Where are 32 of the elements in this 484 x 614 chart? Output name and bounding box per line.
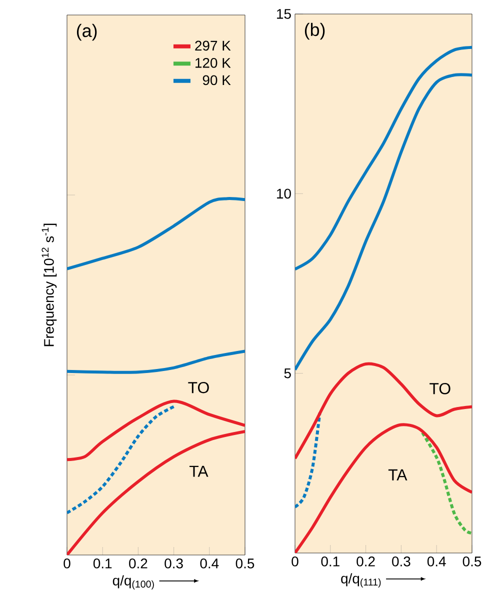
- x-tick-label: 0.4: [200, 558, 219, 568]
- annotation: TA: [388, 469, 408, 480]
- y-tick-label: 10: [277, 188, 291, 199]
- x-tick-label: 0.5: [462, 556, 482, 566]
- annotation: (a): [76, 24, 97, 41]
- y-tick-label: 15: [277, 9, 291, 19]
- line-series: [295, 46, 472, 271]
- x-tick-label: 0.2: [356, 556, 375, 566]
- legend-label: 90 K: [202, 75, 231, 86]
- x-tick-label: 0: [292, 556, 298, 566]
- x-tick-label: 0.1: [321, 556, 340, 566]
- x-tick-label: 0.1: [93, 558, 112, 568]
- x-tick-label: 0.3: [392, 556, 410, 566]
- legend-label: 297 K: [195, 40, 231, 51]
- y-axis-title: Frequency [10$^{12}$ s$^{-1}$]: [42, 224, 57, 346]
- x-axis-title: q/q$_{(100)}$: [112, 575, 154, 590]
- legend-label: 120 K: [196, 58, 231, 68]
- line-series: [295, 73, 472, 372]
- line-series: [295, 423, 472, 553]
- x-tick-label: 0.2: [129, 558, 148, 568]
- annotation: TA: [189, 466, 208, 477]
- x-axis-title: q/q$_{(111)}$: [341, 573, 381, 588]
- annotation: TO: [430, 382, 450, 394]
- annotation: (b): [304, 22, 325, 40]
- x-tick-label: 0: [64, 558, 70, 568]
- line-series: [295, 362, 472, 460]
- y-tick-label: 5: [284, 368, 291, 378]
- x-tick-label: 0.4: [427, 556, 446, 566]
- annotation: TO: [188, 382, 209, 394]
- x-tick-label: 0.5: [236, 558, 254, 568]
- x-tick-label: 0.3: [164, 558, 183, 568]
- line-series: [420, 431, 472, 535]
